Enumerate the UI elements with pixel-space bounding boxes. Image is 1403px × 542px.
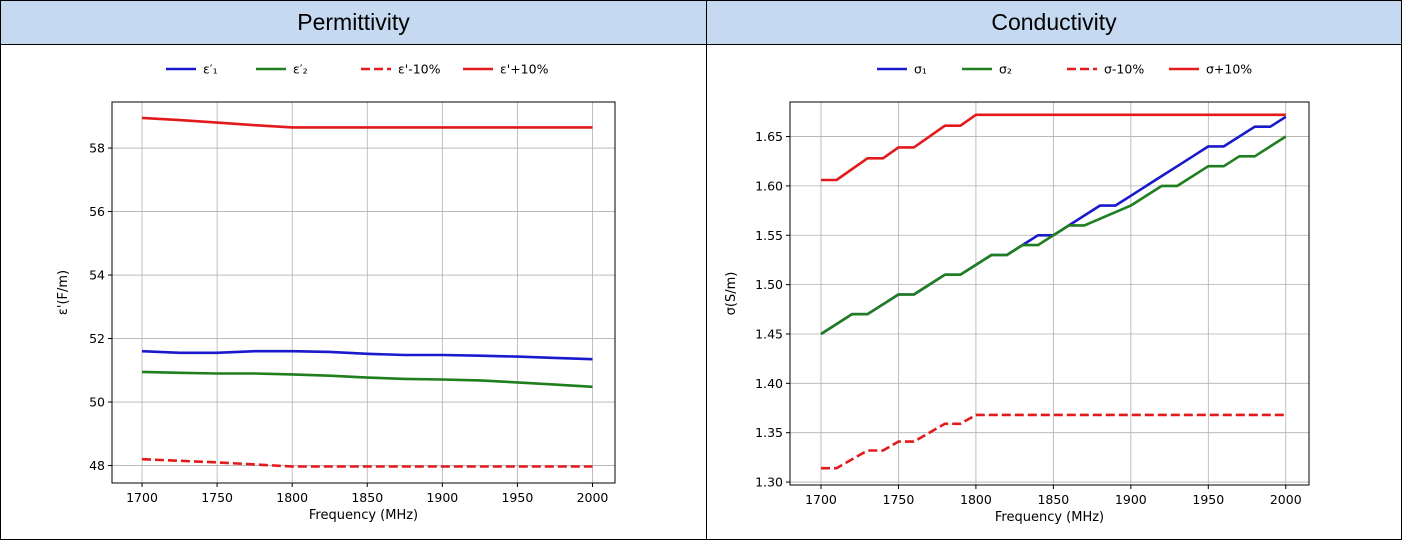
- y-tick-label: 56: [89, 204, 105, 219]
- legend: σ₁ σ₂ σ-10% σ+10%: [877, 62, 1252, 77]
- permittivity-cell: 1700 1750 1800 1850 1900 1950 2000 48 50 52 54 56 58…: [0, 44, 707, 540]
- x-tick-label: 1800: [276, 490, 308, 505]
- y-tick-label: 1.50: [755, 277, 783, 292]
- grid: [112, 102, 615, 483]
- legend: ε′₁ ε′₂ ε'-10% ε'+10%: [166, 62, 549, 77]
- series-line: [141, 457, 593, 468]
- x-tick-label: 1850: [351, 490, 383, 505]
- y-tick-label: 50: [89, 395, 105, 410]
- series-line: [141, 116, 593, 129]
- legend-label: ε′₂: [293, 62, 308, 77]
- permittivity-chart: 1700 1750 1800 1850 1900 1950 2000 48 50 52 54 56 58…: [56, 62, 616, 523]
- series-line: [141, 349, 593, 361]
- series-line: [821, 413, 1286, 470]
- y-tick-label: 54: [89, 268, 105, 283]
- y-tick-label: 1.65: [755, 129, 783, 144]
- x-tick-label: 1950: [501, 490, 533, 505]
- x-axis-label: Frequency (MHz): [309, 508, 418, 523]
- y-tick-label: 1.35: [755, 425, 783, 440]
- y-axis-label: ε'(F/m): [56, 270, 71, 315]
- x-tick-label: 2000: [577, 490, 609, 505]
- plot-frame: [789, 101, 1310, 486]
- conductivity-cell: 1700 1750 1800 1850 1900 1950 2000 1.30 1.35 1.40…: [706, 44, 1402, 540]
- x-tick-label: 1750: [883, 492, 915, 507]
- legend-label: ε'-10%: [398, 62, 441, 77]
- plot-frame: [111, 101, 616, 484]
- y-tick-label: 1.45: [755, 326, 783, 341]
- legend-label: σ-10%: [1104, 62, 1144, 77]
- series-line: [820, 135, 1287, 336]
- grid: [790, 102, 1309, 485]
- legend-label: σ₁: [914, 62, 927, 77]
- x-tick-label: 1700: [805, 492, 837, 507]
- y-tick-label: 1.40: [755, 376, 783, 391]
- y-tick-label: 52: [89, 331, 105, 346]
- x-tick-label: 1700: [126, 490, 158, 505]
- x-tick-label: 1900: [426, 490, 458, 505]
- legend-label: σ₂: [999, 62, 1012, 77]
- y-tick-label: 1.30: [755, 475, 783, 490]
- y-axis-label: σ(S/m): [724, 272, 739, 316]
- y-tick-label: 58: [89, 141, 105, 156]
- permittivity-header: Permittivity: [0, 0, 707, 45]
- series-line: [821, 113, 1286, 182]
- x-tick-label: 1900: [1115, 492, 1147, 507]
- conductivity-header: Conductivity: [706, 0, 1402, 45]
- x-tick-label: 1750: [201, 490, 233, 505]
- y-tick-label: 1.55: [755, 228, 783, 243]
- conductivity-chart: 1700 1750 1800 1850 1900 1950 2000 1.30 1.35 1.40…: [724, 62, 1310, 525]
- legend-label: ε′₁: [203, 62, 218, 77]
- y-tick-label: 1.60: [755, 178, 783, 193]
- x-tick-label: 1800: [960, 492, 992, 507]
- x-tick-label: 2000: [1270, 492, 1302, 507]
- x-tick-label: 1850: [1037, 492, 1069, 507]
- legend-label: σ+10%: [1206, 62, 1252, 77]
- x-axis-label: Frequency (MHz): [995, 510, 1104, 525]
- y-tick-label: 48: [89, 458, 105, 473]
- series-line: [141, 370, 593, 389]
- legend-label: ε'+10%: [500, 62, 549, 77]
- x-tick-label: 1950: [1192, 492, 1224, 507]
